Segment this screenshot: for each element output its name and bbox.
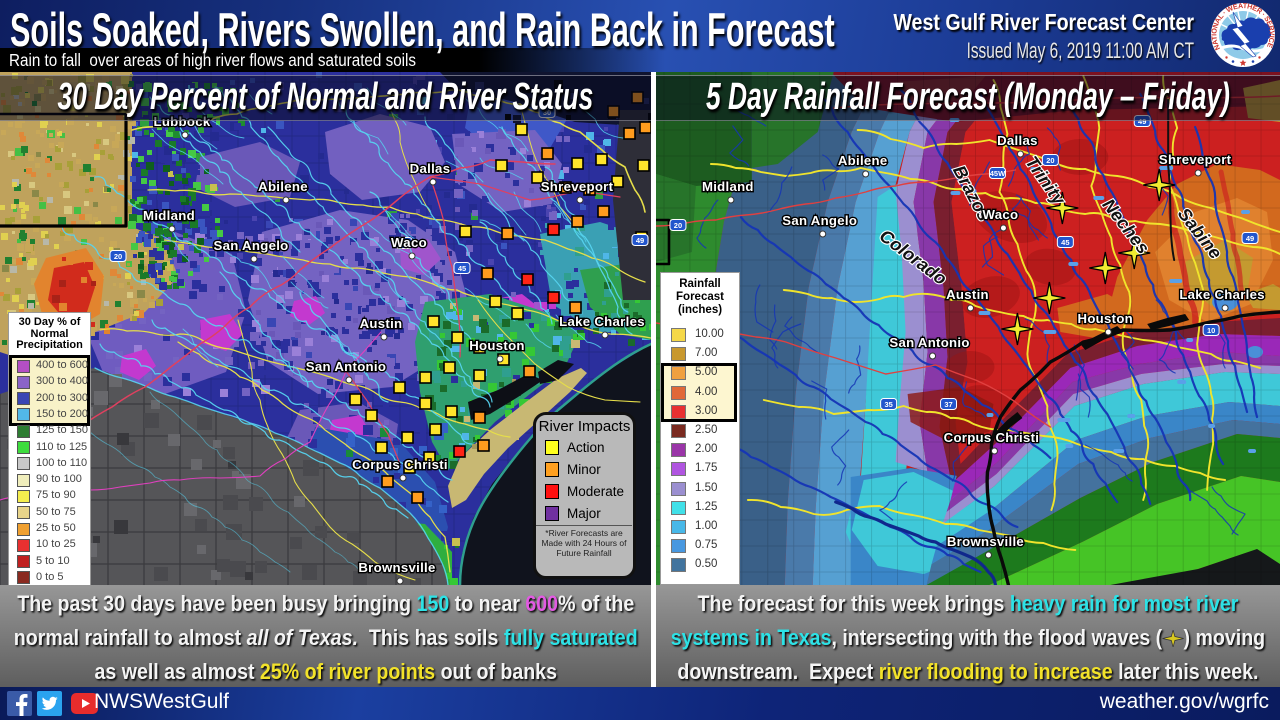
svg-text:45: 45 [1061,238,1069,247]
svg-text:Corpus Christi: Corpus Christi [944,430,1040,445]
svg-text:Midland: Midland [702,179,754,194]
svg-text:Brownsville: Brownsville [947,534,1024,549]
svg-text:San Antonio: San Antonio [889,335,969,350]
svg-text:Austin: Austin [946,287,989,302]
svg-text:Midland: Midland [143,208,195,223]
svg-text:Abilene: Abilene [258,179,308,194]
svg-text:Shreveport: Shreveport [1159,152,1232,167]
svg-text:35: 35 [884,400,892,409]
svg-text:37: 37 [944,400,952,409]
svg-text:Brownsville: Brownsville [358,560,435,575]
svg-text:Dallas: Dallas [410,161,451,176]
svg-text:Corpus Christi: Corpus Christi [352,457,448,472]
svg-text:20: 20 [674,221,682,230]
svg-text:10: 10 [1207,326,1215,335]
svg-text:49: 49 [1246,234,1254,243]
svg-text:Lake Charles: Lake Charles [559,314,645,329]
svg-text:35W: 35W [396,239,412,248]
svg-text:Waco: Waco [983,207,1019,222]
svg-text:Houston: Houston [1078,311,1133,326]
svg-text:Houston: Houston [469,338,525,353]
svg-text:Shreveport: Shreveport [541,179,614,194]
svg-text:San Antonio: San Antonio [306,359,386,374]
svg-text:20: 20 [1046,156,1054,165]
svg-text:Waco: Waco [391,235,427,250]
svg-text:San Angelo: San Angelo [213,238,288,253]
svg-text:20: 20 [114,252,122,261]
svg-text:49: 49 [1138,117,1146,126]
svg-text:49: 49 [636,236,644,245]
svg-text:45: 45 [458,264,466,273]
svg-text:45W: 45W [990,169,1006,178]
svg-text:Abilene: Abilene [838,153,888,168]
svg-text:Dallas: Dallas [997,133,1038,148]
svg-text:Austin: Austin [360,316,403,331]
svg-text:Lake Charles: Lake Charles [1179,287,1265,302]
svg-text:San Angelo: San Angelo [782,213,857,228]
